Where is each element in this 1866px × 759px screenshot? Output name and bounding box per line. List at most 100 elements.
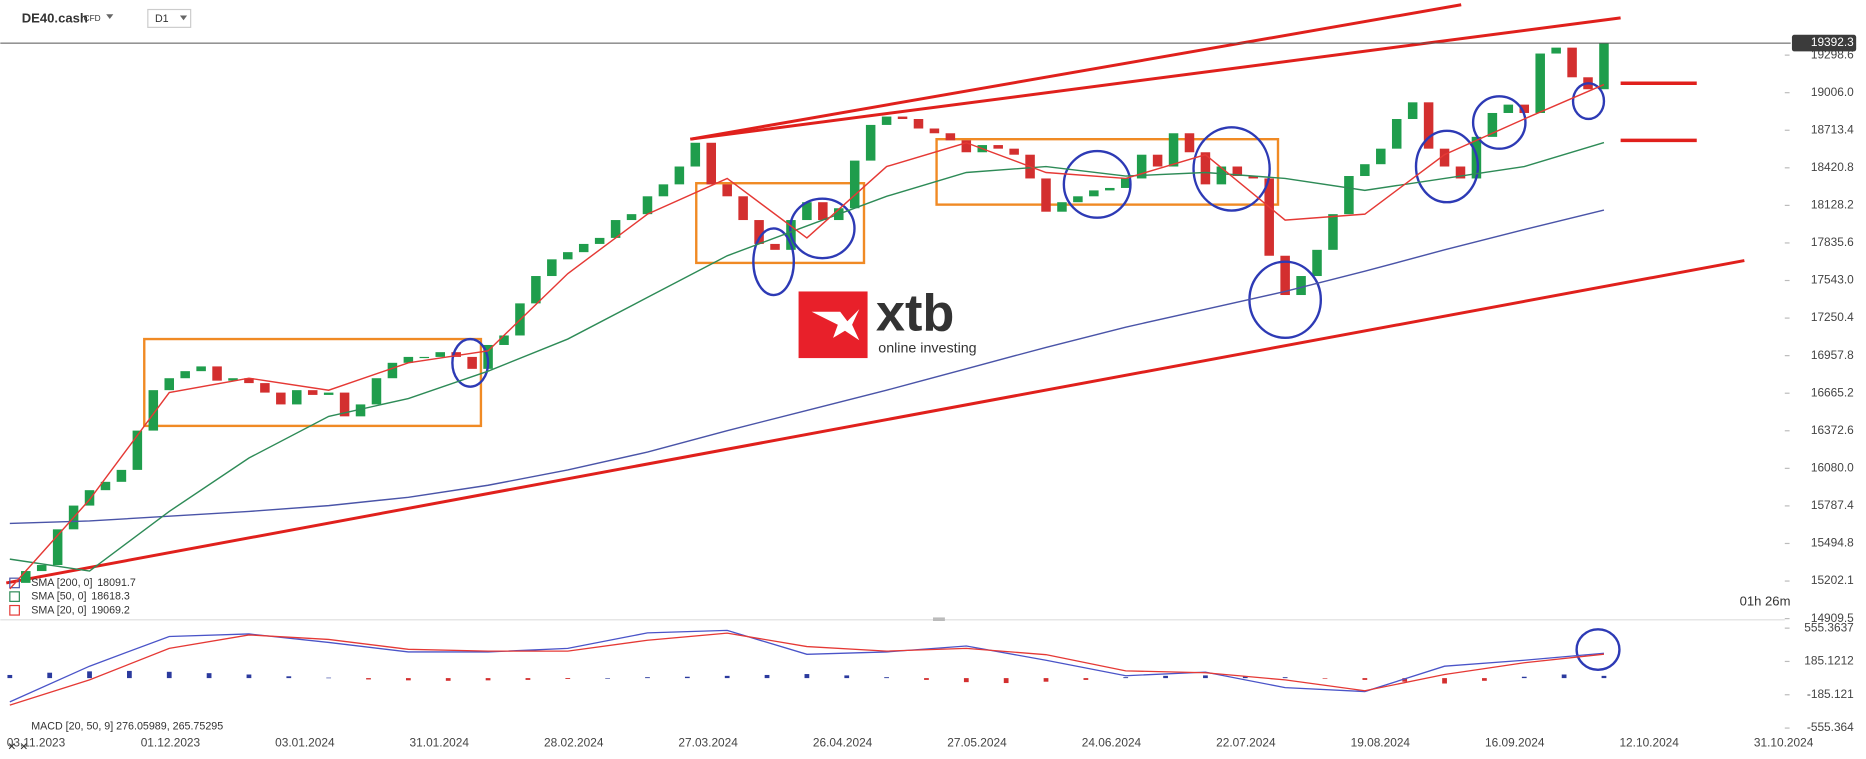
- histogram-bar: [884, 677, 889, 679]
- candle-body: [1312, 249, 1322, 277]
- candle-body: [738, 196, 748, 221]
- histogram-bar: [166, 671, 172, 679]
- candle-body: [116, 469, 127, 482]
- candle-body: [531, 276, 541, 304]
- range-box: [935, 138, 1280, 206]
- candle-body: [1009, 148, 1019, 155]
- x-tick-label: 27.05.2024: [947, 736, 1007, 750]
- candle-body: [196, 366, 206, 372]
- candle-body: [770, 243, 780, 250]
- macd-legend: MACD [20, 50, 9] 276.05989, 265.75295: [31, 721, 223, 733]
- legend-entry: SMA [50, 0] 18618.3: [31, 590, 130, 602]
- highlight-circle: [752, 227, 795, 297]
- candle-body: [1041, 178, 1051, 212]
- histogram-bar: [1203, 675, 1208, 679]
- legend-entry: SMA [200, 0] 18091.7: [31, 577, 136, 589]
- symbol[interactable]: DE40.cash: [22, 10, 88, 25]
- candle-body: [674, 166, 685, 185]
- candle-body: [1519, 104, 1530, 113]
- logo-x: [811, 309, 860, 341]
- x-tick-label: 31.01.2024: [410, 736, 470, 750]
- y-tick-label: 18713.4: [1811, 122, 1854, 136]
- x-tick-label: 28.02.2024: [544, 736, 604, 750]
- histogram-bar: [645, 677, 650, 679]
- highlight-circles: [451, 82, 1621, 671]
- trendline: [690, 3, 1462, 141]
- candle-body: [818, 202, 828, 221]
- candle-body: [1264, 178, 1274, 256]
- y-tick-label: 16080.0: [1811, 460, 1854, 474]
- symbol-dropdown[interactable]: [106, 14, 114, 20]
- candle-body: [435, 352, 446, 357]
- candle-body: [1439, 148, 1450, 167]
- price-tag: [1791, 34, 1857, 52]
- sma-line: [9, 83, 1605, 590]
- candle-body: [1503, 104, 1514, 113]
- candle-body: [371, 378, 382, 405]
- candle-body: [993, 145, 1003, 149]
- candle-body: [802, 202, 812, 221]
- candle-body: [1105, 187, 1115, 191]
- pane-resize-handle[interactable]: [933, 617, 945, 621]
- candle-body: [1200, 152, 1211, 185]
- candle-body: [1280, 255, 1290, 296]
- y-tick-label: 16372.6: [1811, 423, 1854, 437]
- legend-value: 18618.3: [91, 590, 130, 602]
- histogram-bar: [286, 676, 292, 679]
- candle-body: [1391, 119, 1402, 149]
- x-tick-label: 24.06.2024: [1082, 736, 1142, 750]
- histogram-bar: [724, 675, 730, 679]
- candle-body: [1232, 166, 1243, 177]
- candle-body: [706, 142, 717, 185]
- candle-body: [148, 390, 159, 431]
- candle-body: [913, 119, 924, 129]
- candle-body: [499, 335, 509, 345]
- histogram-bar: [684, 676, 690, 679]
- candle-body: [1184, 133, 1195, 153]
- trendline: [5, 259, 1745, 585]
- histogram-bar: [764, 674, 770, 679]
- histogram-bar: [1601, 675, 1607, 679]
- candle-body: [1296, 276, 1306, 296]
- x-tick-label: 03.11.2023: [7, 736, 66, 750]
- legend-swatch: [9, 591, 20, 602]
- candle-body: [1216, 166, 1227, 185]
- histogram-bar: [1322, 678, 1328, 679]
- histogram-bar: [246, 674, 252, 679]
- candle-body: [1535, 53, 1545, 113]
- y-tick-label: 19006.0: [1811, 85, 1854, 99]
- highlight-circle: [1192, 126, 1271, 212]
- trendlines: [5, 3, 1745, 585]
- logo-mark: [798, 291, 868, 359]
- y-tick-label: 555.3637: [1804, 620, 1854, 634]
- timeframe-dropdown[interactable]: [179, 15, 188, 21]
- candle-body: [1455, 166, 1466, 179]
- candle-body: [658, 184, 669, 197]
- candle-body: [339, 392, 350, 417]
- histogram-bar: [1402, 678, 1408, 682]
- candle-body: [722, 184, 732, 197]
- histogram-bar: [87, 671, 92, 679]
- histogram-bar: [1482, 678, 1487, 681]
- y-tick-label: 15494.8: [1811, 536, 1854, 550]
- candle-body: [642, 196, 653, 215]
- y-tick-label: 15202.1: [1811, 573, 1854, 587]
- y-tick-label: 15787.4: [1811, 498, 1854, 512]
- candle-body: [626, 214, 637, 221]
- legend-name: SMA [20, 0]: [31, 604, 86, 616]
- highlight-circle: [1575, 628, 1621, 671]
- sma-line: [9, 209, 1605, 525]
- instrument-type: CFD: [84, 13, 101, 23]
- toolbar-icons[interactable]: ✕ ✕: [7, 741, 28, 753]
- histogram-bar: [1521, 676, 1527, 679]
- timeframe-box[interactable]: [147, 8, 192, 28]
- y-tick-label: -555.364: [1807, 720, 1854, 734]
- histogram-bar: [206, 673, 212, 679]
- legend-name: SMA [50, 0]: [31, 590, 86, 602]
- histogram-bar: [1561, 674, 1567, 679]
- timeframe[interactable]: D1: [155, 13, 169, 25]
- histogram-bar: [963, 678, 969, 683]
- candle-body: [260, 383, 270, 393]
- legend-entry: SMA [20, 0] 19069.2: [31, 604, 130, 616]
- candle-body: [578, 243, 589, 253]
